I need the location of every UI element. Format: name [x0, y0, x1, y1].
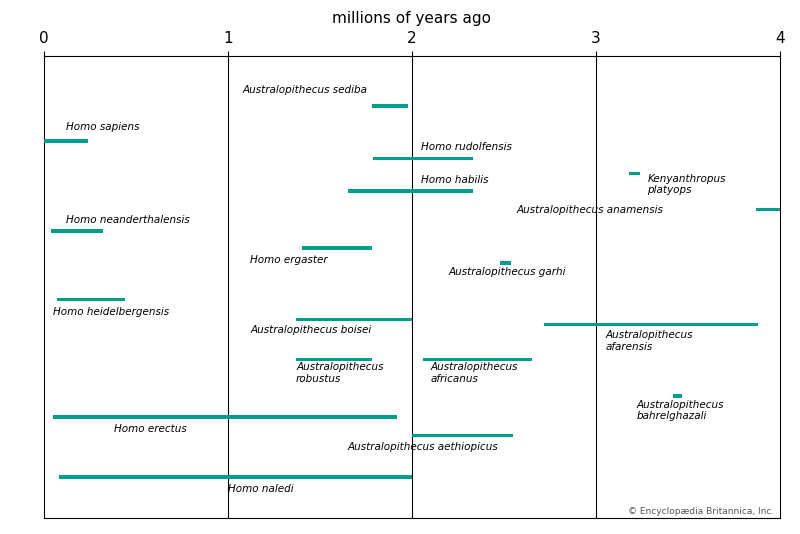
Bar	[371, 104, 408, 108]
Title: millions of years ago: millions of years ago	[333, 11, 491, 26]
Text: Homo rudolfensis: Homo rudolfensis	[421, 142, 512, 152]
Bar	[51, 229, 103, 233]
Text: © Encyclopædia Britannica, Inc.: © Encyclopædia Britannica, Inc.	[628, 507, 774, 516]
Bar	[374, 156, 473, 160]
Text: Australopithecus boisei: Australopithecus boisei	[250, 325, 371, 335]
Bar	[58, 475, 412, 478]
Text: Homo heidelbergensis: Homo heidelbergensis	[53, 307, 170, 317]
Text: Kenyanthropus
platyops: Kenyanthropus platyops	[647, 174, 726, 195]
Text: Homo sapiens: Homo sapiens	[66, 122, 139, 132]
Text: Homo naledi: Homo naledi	[228, 483, 294, 493]
Text: Australopithecus
africanus: Australopithecus africanus	[430, 363, 518, 384]
Text: Australopithecus
bahrelghazali: Australopithecus bahrelghazali	[637, 400, 724, 421]
Bar	[302, 247, 371, 250]
Bar	[44, 139, 88, 143]
Bar	[629, 171, 640, 175]
Text: Homo ergaster: Homo ergaster	[250, 255, 328, 264]
Text: Homo erectus: Homo erectus	[114, 423, 186, 434]
Bar	[423, 358, 532, 362]
Bar	[53, 415, 398, 419]
Bar	[412, 434, 514, 437]
Text: Australopithecus anamensis: Australopithecus anamensis	[517, 205, 664, 215]
Text: Australopithecus sediba: Australopithecus sediba	[242, 85, 368, 95]
Text: Australopithecus aethiopicus: Australopithecus aethiopicus	[347, 442, 498, 452]
Bar	[296, 358, 371, 362]
Text: Australopithecus
robustus: Australopithecus robustus	[296, 363, 383, 384]
Bar	[545, 323, 758, 326]
Bar	[296, 318, 412, 321]
Text: Homo habilis: Homo habilis	[421, 175, 489, 185]
Text: Australopithecus garhi: Australopithecus garhi	[449, 267, 566, 277]
Bar	[756, 208, 780, 211]
Text: Australopithecus
afarensis: Australopithecus afarensis	[605, 330, 693, 351]
Bar	[57, 297, 125, 301]
Bar	[500, 262, 511, 265]
Bar	[674, 394, 682, 397]
Bar	[347, 189, 473, 193]
Text: Homo neanderthalensis: Homo neanderthalensis	[66, 215, 190, 225]
